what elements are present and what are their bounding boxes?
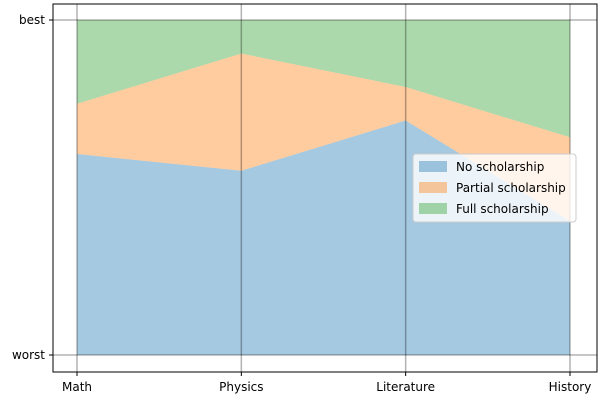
y-tick-label: best bbox=[19, 13, 45, 27]
x-tick-label: Math bbox=[62, 380, 92, 394]
plot-frame bbox=[52, 3, 598, 373]
legend-swatch-no-scholarship bbox=[419, 161, 447, 172]
legend-label-partial-scholarship: Partial scholarship bbox=[456, 181, 566, 195]
y-tick-label: worst bbox=[12, 348, 45, 362]
x-tick-label: History bbox=[549, 380, 592, 394]
legend-swatch-partial-scholarship bbox=[419, 182, 447, 193]
area-full-scholarship bbox=[77, 20, 570, 138]
x-axis: Math Physics Literature History bbox=[62, 372, 591, 394]
x-tick-label: Physics bbox=[219, 380, 263, 394]
y-axis: worst best bbox=[12, 13, 53, 362]
area-partial-scholarship bbox=[77, 53, 570, 221]
legend-swatch-full-scholarship bbox=[419, 203, 447, 214]
legend-label-full-scholarship: Full scholarship bbox=[456, 202, 549, 216]
legend-label-no-scholarship: No scholarship bbox=[456, 160, 544, 174]
legend-box bbox=[412, 153, 577, 223]
x-tick-label: Literature bbox=[376, 380, 435, 394]
legend: No scholarship Partial scholarship Full sc… bbox=[412, 153, 577, 223]
